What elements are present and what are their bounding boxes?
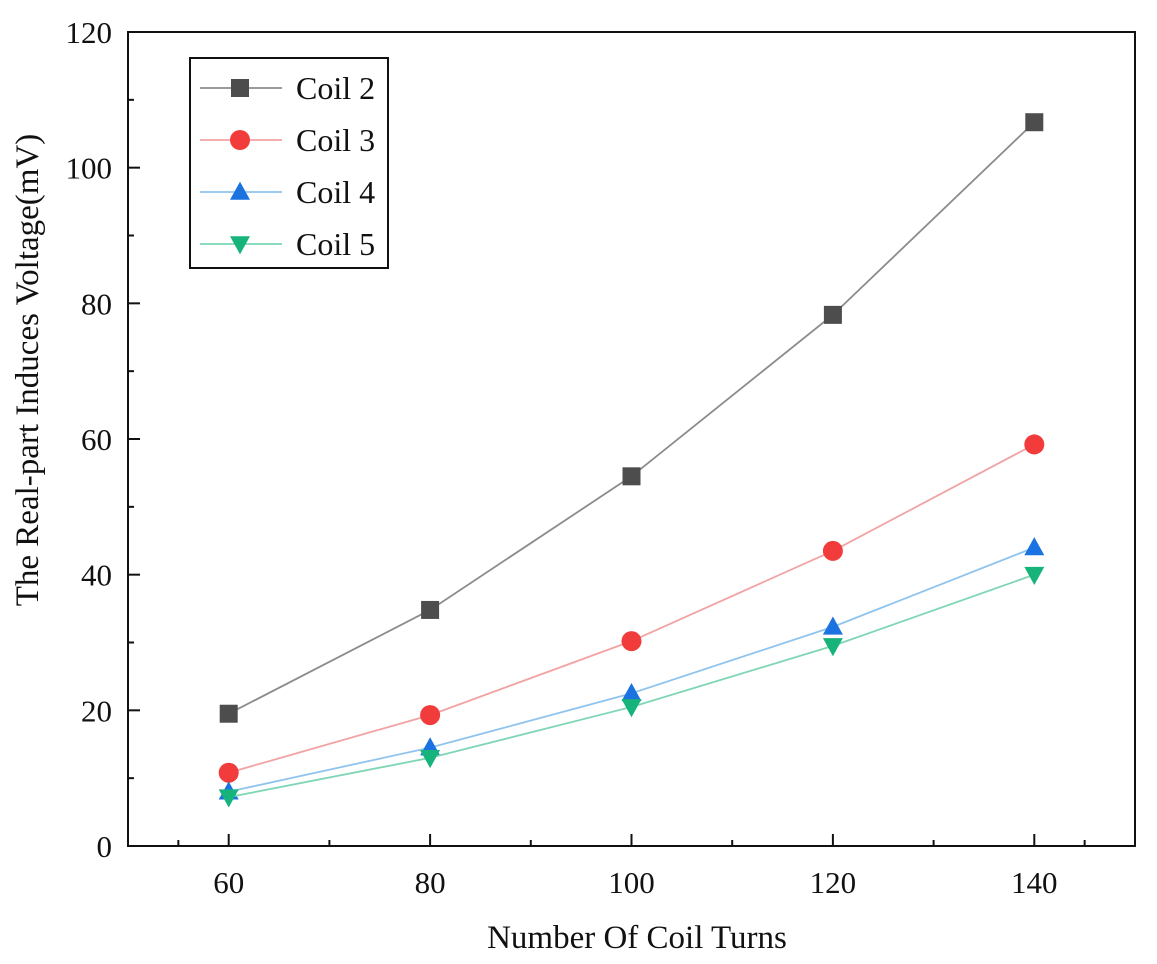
- data-point-coil-3: [822, 540, 843, 561]
- data-point-coil-4: [1024, 537, 1045, 556]
- series-layer: [218, 113, 1045, 808]
- series-coil-5: [218, 566, 1045, 808]
- data-point-coil-3: [218, 762, 239, 783]
- data-point-coil-2: [1025, 113, 1044, 132]
- data-point-coil-5: [420, 750, 441, 769]
- axis-ticks: [128, 31, 1086, 847]
- x-tick-label: 60: [213, 865, 244, 900]
- data-point-coil-5: [621, 699, 642, 718]
- series-coil-4: [218, 537, 1045, 800]
- y-tick-label: 80: [81, 286, 112, 321]
- legend-item-coil-3: Coil 3: [200, 122, 375, 158]
- legend-item-coil-5: Coil 5: [200, 226, 375, 262]
- data-point-coil-5: [1024, 566, 1045, 586]
- legend-item-coil-2: Coil 2: [200, 70, 375, 106]
- legend-marker: [231, 79, 249, 97]
- legend-box: [189, 57, 389, 269]
- legend-label: Coil 2: [296, 70, 375, 106]
- legend-item-coil-4: Coil 4: [200, 174, 375, 210]
- data-point-coil-2: [421, 600, 440, 619]
- series-line-coil-3: [228, 443, 1035, 774]
- legend-marker: [230, 130, 250, 150]
- series-coil-3: [218, 434, 1045, 783]
- y-tick-label: 0: [97, 829, 113, 864]
- data-point-coil-3: [1024, 434, 1045, 455]
- legend: Coil 2 Coil 3 Coil 4 Coil 5: [189, 57, 389, 269]
- y-tick-label: 60: [81, 422, 112, 457]
- axis-tick-labels: 60 80 100 120 140 0 20 40 60 80 100 120: [66, 15, 1058, 900]
- data-point-coil-3: [420, 705, 441, 726]
- x-tick-label: 80: [415, 865, 446, 900]
- x-axis-title: Number Of Coil Turns: [487, 920, 787, 956]
- data-point-coil-5: [218, 789, 239, 808]
- y-axis-title: The Real-part Induces Voltage(mV): [10, 134, 46, 607]
- data-point-coil-2: [823, 305, 842, 324]
- series-coil-2: [219, 113, 1044, 723]
- legend-label: Coil 5: [296, 226, 375, 262]
- y-tick-label: 100: [66, 151, 113, 186]
- x-tick-label: 100: [608, 865, 655, 900]
- data-point-coil-2: [622, 467, 641, 486]
- legend-marker: [230, 181, 250, 200]
- x-tick-label: 140: [1011, 865, 1058, 900]
- data-point-coil-2: [219, 704, 238, 723]
- data-point-coil-4: [621, 683, 642, 702]
- legend-marker: [230, 236, 250, 255]
- y-tick-label: 40: [81, 558, 112, 593]
- y-tick-label: 20: [81, 693, 112, 728]
- legend-label: Coil 4: [296, 174, 375, 210]
- data-point-coil-5: [822, 638, 843, 657]
- x-tick-label: 120: [810, 865, 857, 900]
- data-point-coil-4: [822, 616, 843, 635]
- data-point-coil-3: [621, 631, 642, 652]
- series-line-coil-4: [228, 546, 1035, 793]
- y-tick-label: 120: [66, 15, 113, 50]
- legend-label: Coil 3: [296, 122, 375, 158]
